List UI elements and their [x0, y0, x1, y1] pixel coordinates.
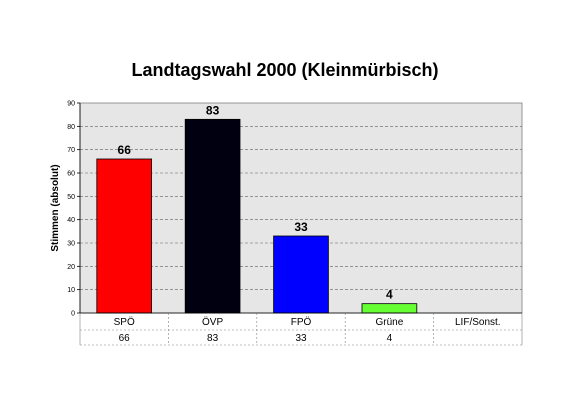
bar	[96, 158, 153, 314]
y-tick-label: 70	[67, 147, 75, 154]
y-axis-title: Stimmen (absolut)	[50, 164, 61, 251]
category-label: FPÖ	[291, 316, 312, 328]
y-tick-label: 60	[67, 171, 75, 178]
category-label: SPÖ	[114, 316, 135, 328]
chart-title: Landtagswahl 2000 (Kleinmürbisch)	[131, 60, 439, 80]
table-value: 66	[119, 333, 131, 344]
bar-value-label: 66	[118, 143, 132, 157]
y-tick-label: 30	[67, 241, 75, 248]
bar	[273, 235, 329, 314]
bars: 66 83 33 4	[96, 103, 418, 314]
y-tick-label: 50	[67, 194, 75, 201]
bar	[184, 118, 241, 314]
data-table: SPÖ 66 ÖVP 83 FPÖ 33 Grüne 4 LIF/Sonst.	[79, 312, 523, 346]
table-value: 33	[295, 333, 307, 344]
category-label: LIF/Sonst.	[455, 317, 501, 328]
y-tick-label: 10	[67, 287, 75, 294]
category-label: ÖVP	[202, 316, 223, 328]
bar-value-label: 4	[386, 288, 393, 302]
y-tick-label: 40	[67, 217, 75, 224]
y-tick-label: 90	[67, 101, 75, 108]
y-tick-label: 80	[67, 124, 75, 131]
y-tick-label: 20	[67, 264, 75, 271]
table-value: 4	[387, 333, 393, 344]
y-tick-label: 0	[71, 311, 75, 318]
table-value: 83	[207, 333, 219, 344]
y-axis: 0 10 20 30 40 50 60 70 80 90	[67, 101, 81, 318]
category-label: Grüne	[376, 317, 404, 328]
bar-value-label: 83	[206, 103, 220, 117]
bar	[361, 303, 418, 314]
bar-value-label: 33	[294, 220, 308, 234]
